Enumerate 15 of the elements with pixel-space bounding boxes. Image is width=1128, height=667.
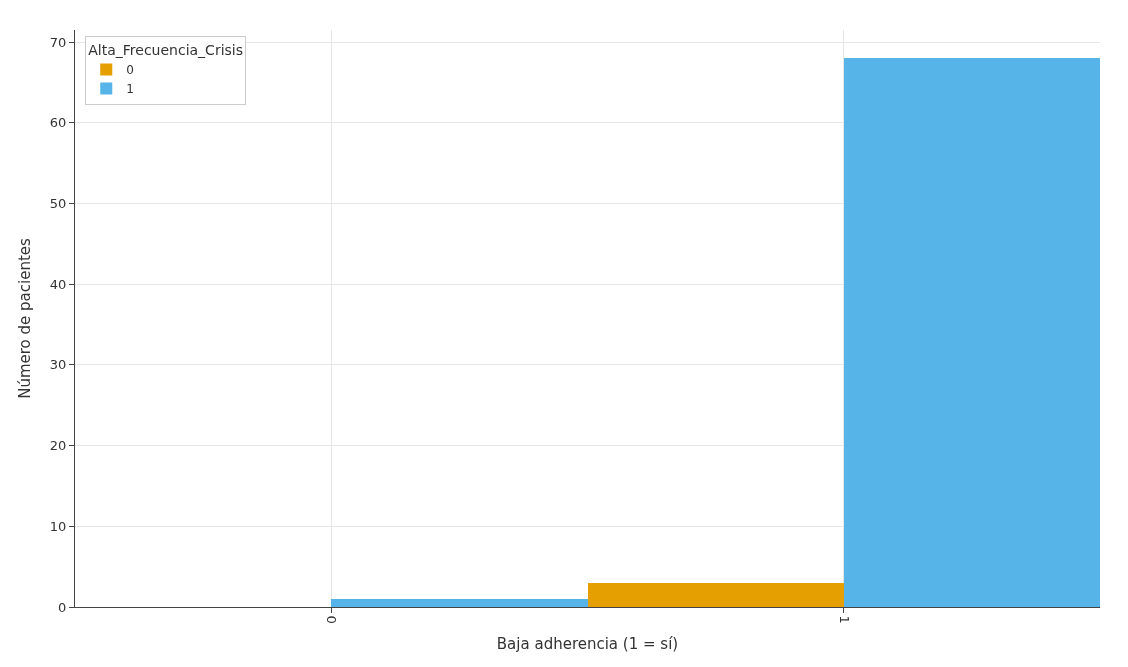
legend-title: Alta_Frecuencia_Crisis bbox=[88, 41, 244, 58]
x-axis-title: Baja adherencia (1 = sí) bbox=[496, 634, 679, 653]
legend-label: 0 bbox=[126, 63, 134, 78]
legend-label: 1 bbox=[126, 82, 134, 97]
y-tick-label: 70 bbox=[49, 34, 67, 50]
bar bbox=[588, 583, 844, 607]
bar bbox=[331, 599, 588, 607]
y-tick-label: 60 bbox=[49, 115, 67, 131]
y-tick-label: 20 bbox=[49, 438, 67, 454]
y-axis-title: Número de pacientes bbox=[16, 237, 35, 399]
y-tick-label: 50 bbox=[49, 196, 67, 212]
y-tick-label: 10 bbox=[49, 518, 67, 534]
bar bbox=[844, 58, 1100, 607]
y-tick-label: 40 bbox=[49, 276, 67, 292]
y-tick-label: 30 bbox=[49, 357, 67, 373]
